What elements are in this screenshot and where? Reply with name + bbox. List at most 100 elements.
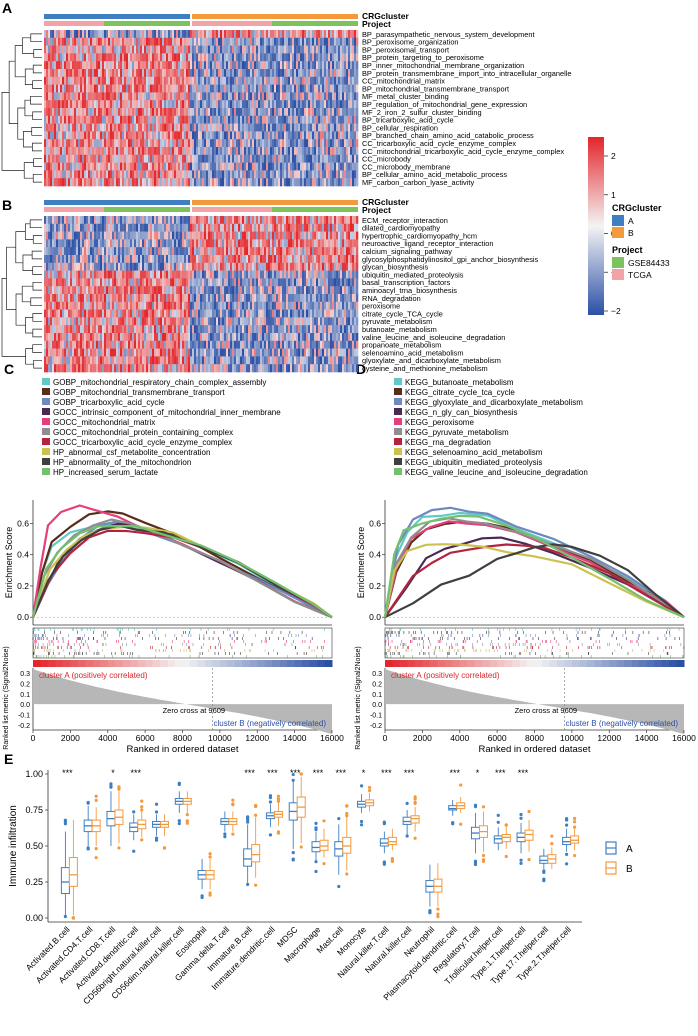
heatmap-cell xyxy=(346,223,349,232)
heatmap-cell xyxy=(140,115,143,124)
heatmap-cell xyxy=(256,178,259,187)
heatmap-cell xyxy=(120,286,123,295)
heatmap-cell xyxy=(306,270,309,279)
heatmap-cell xyxy=(210,239,213,248)
heatmap-cell xyxy=(48,108,51,117)
heatmap-cell xyxy=(304,216,307,225)
heatmap-cell xyxy=(194,92,197,101)
heatmap-cell xyxy=(294,69,297,78)
heatmap-cell xyxy=(334,53,337,62)
heatmap-cell xyxy=(354,216,357,225)
heatmap-cell xyxy=(322,178,325,187)
heatmap-cell xyxy=(54,286,57,295)
heatmap-cell xyxy=(108,92,111,101)
heatmap-cell xyxy=(90,115,93,124)
heatmap-cell xyxy=(74,270,77,279)
heatmap-cell xyxy=(266,84,269,93)
heatmap-cell xyxy=(114,247,117,256)
heatmap-cell xyxy=(124,223,127,232)
heatmap-cell xyxy=(132,231,135,240)
heatmap-cell xyxy=(260,223,263,232)
heatmap-cell xyxy=(78,216,81,225)
heatmap-cell xyxy=(52,262,55,271)
heatmap-cell xyxy=(336,69,339,78)
heatmap-cell xyxy=(102,223,105,232)
heatmap-cell xyxy=(266,239,269,248)
heatmap-cell xyxy=(284,262,287,271)
heatmap-cell xyxy=(188,100,191,109)
heatmap-cell xyxy=(350,170,353,179)
heatmap-cell xyxy=(276,123,279,132)
heatmap-cell xyxy=(118,92,121,101)
heatmap-cell xyxy=(302,231,305,240)
heatmap-cell xyxy=(188,92,191,101)
heatmap-cell xyxy=(240,178,243,187)
heatmap-cell xyxy=(184,239,187,248)
heatmap-cell xyxy=(98,61,101,70)
heatmap-cell xyxy=(348,69,351,78)
heatmap-cell xyxy=(260,162,263,171)
heatmap-cell xyxy=(328,255,331,264)
heatmap-cell xyxy=(284,53,287,62)
heatmap-cell xyxy=(320,76,323,85)
heatmap-cell xyxy=(260,92,263,101)
heatmap-cell xyxy=(280,223,283,232)
heatmap-cell xyxy=(336,100,339,109)
heatmap-cell xyxy=(262,100,265,109)
heatmap-cell xyxy=(182,239,185,248)
heatmap-cell xyxy=(172,262,175,271)
heatmap-cell xyxy=(158,53,161,62)
heatmap-cell xyxy=(166,139,169,148)
heatmap-cell xyxy=(152,30,155,39)
heatmap-cell xyxy=(172,278,175,287)
heatmap-cell xyxy=(144,223,147,232)
heatmap-cell xyxy=(298,76,301,85)
heatmap-cell xyxy=(144,37,147,46)
heatmap-cell xyxy=(156,223,159,232)
heatmap-cell xyxy=(48,37,51,46)
heatmap-cell xyxy=(152,131,155,140)
heatmap-cell xyxy=(292,84,295,93)
heatmap-cell xyxy=(162,92,165,101)
heatmap-cell xyxy=(112,231,115,240)
heatmap-cell xyxy=(184,69,187,78)
heatmap-cell xyxy=(308,69,311,78)
heatmap-cell xyxy=(44,131,47,140)
heatmap-cell xyxy=(78,69,81,78)
heatmap-cell xyxy=(292,53,295,62)
heatmap-cell xyxy=(278,178,281,187)
heatmap-cell xyxy=(116,147,119,156)
heatmap-cell xyxy=(320,123,323,132)
heatmap-cell xyxy=(234,223,237,232)
heatmap-cell xyxy=(190,53,193,62)
heatmap-cell xyxy=(228,216,231,225)
heatmap-cell xyxy=(196,262,199,271)
heatmap-cell xyxy=(148,270,151,279)
heatmap-cell xyxy=(350,270,353,279)
heatmap-cell xyxy=(100,278,103,287)
heatmap-cell xyxy=(234,108,237,117)
heatmap-cell xyxy=(298,262,301,271)
heatmap-cell xyxy=(136,45,139,54)
heatmap-cell xyxy=(352,147,355,156)
heatmap-cell xyxy=(278,139,281,148)
heatmap-cell xyxy=(138,84,141,93)
heatmap-cell xyxy=(248,69,251,78)
heatmap-cell xyxy=(138,294,141,303)
heatmap-cell xyxy=(246,239,249,248)
heatmap-cell xyxy=(250,162,253,171)
heatmap-cell xyxy=(156,262,159,271)
heatmap-cell xyxy=(142,255,145,264)
heatmap-cell xyxy=(102,45,105,54)
heatmap-cell xyxy=(300,170,303,179)
heatmap-cell xyxy=(300,239,303,248)
heatmap-cell xyxy=(294,278,297,287)
heatmap-cell xyxy=(232,255,235,264)
heatmap-cell xyxy=(284,178,287,187)
heatmap-cell xyxy=(186,61,189,70)
heatmap-cell xyxy=(326,170,329,179)
heatmap-cell xyxy=(280,286,283,295)
heatmap-cell xyxy=(204,61,207,70)
heatmap-cell xyxy=(54,76,57,85)
heatmap-cell xyxy=(78,255,81,264)
